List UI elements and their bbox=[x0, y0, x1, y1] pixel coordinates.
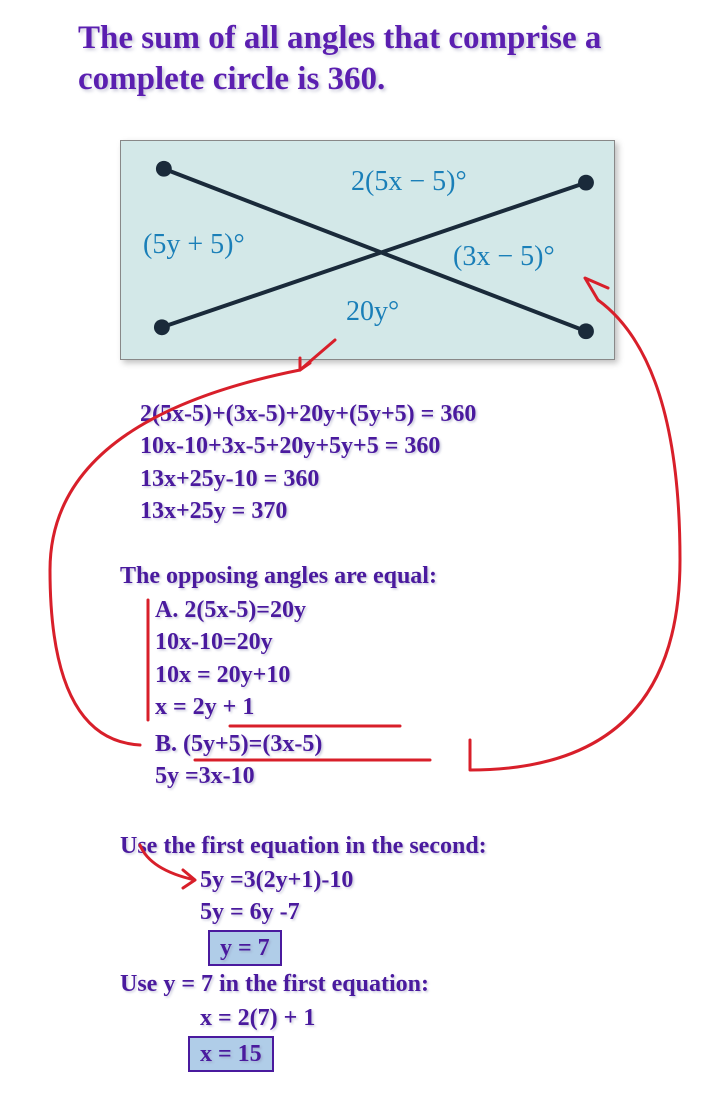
angle-diagram: 2(5x − 5)° (5y + 5)° (3x − 5)° 20y° bbox=[120, 140, 615, 360]
eq-line: x = 2y + 1 bbox=[155, 691, 306, 723]
angle-label-bottom: 20y° bbox=[346, 296, 399, 328]
equation-block-a: A. 2(5x-5)=20y 10x-10=20y 10x = 20y+10 x… bbox=[155, 594, 306, 724]
arrow-stroke bbox=[470, 300, 680, 770]
eq-line: 10x-10=20y bbox=[155, 626, 306, 658]
arrow-stroke bbox=[300, 363, 310, 370]
eq-line: 10x-10+3x-5+20y+5y+5 = 360 bbox=[140, 430, 476, 462]
eq-line: 5y =3x-10 bbox=[155, 760, 322, 792]
eq-line: 13x+25y = 370 bbox=[140, 495, 476, 527]
equation-block-sum: 2(5x-5)+(3x-5)+20y+(5y+5) = 360 10x-10+3… bbox=[140, 398, 476, 528]
answer-x: x = 15 bbox=[188, 1036, 274, 1072]
answer-y: y = 7 bbox=[208, 930, 282, 966]
substitution2-header: Use y = 7 in the first equation: bbox=[120, 968, 429, 1000]
substitution-header: Use the first equation in the second: bbox=[120, 830, 487, 862]
angle-label-top: 2(5x − 5)° bbox=[351, 166, 467, 198]
substitution2-line: x = 2(7) + 1 bbox=[200, 1002, 315, 1034]
eq-line: 5y = 6y -7 bbox=[200, 896, 353, 928]
page-title: The sum of all angles that comprise a co… bbox=[78, 18, 685, 101]
eq-line: A. 2(5x-5)=20y bbox=[155, 594, 306, 626]
equation-block-b: B. (5y+5)=(3x-5) 5y =3x-10 bbox=[155, 728, 322, 793]
substitution-block: 5y =3(2y+1)-10 5y = 6y -7 bbox=[200, 864, 353, 929]
angle-label-left: (5y + 5)° bbox=[143, 229, 245, 261]
eq-line: 10x = 20y+10 bbox=[155, 659, 306, 691]
angle-label-right: (3x − 5)° bbox=[453, 241, 555, 273]
eq-line: 5y =3(2y+1)-10 bbox=[200, 864, 353, 896]
eq-line: 13x+25y-10 = 360 bbox=[140, 463, 476, 495]
opposing-angles-header: The opposing angles are equal: bbox=[120, 560, 437, 592]
eq-line: 2(5x-5)+(3x-5)+20y+(5y+5) = 360 bbox=[140, 398, 476, 430]
eq-line: B. (5y+5)=(3x-5) bbox=[155, 728, 322, 760]
